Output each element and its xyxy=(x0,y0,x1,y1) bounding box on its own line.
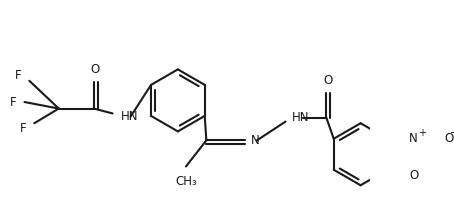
Text: O: O xyxy=(91,63,100,76)
Text: O: O xyxy=(323,73,333,87)
Text: CH₃: CH₃ xyxy=(175,175,197,188)
Text: HN: HN xyxy=(292,111,310,124)
Text: F: F xyxy=(20,122,26,135)
Text: O: O xyxy=(409,169,418,182)
Text: −: − xyxy=(450,128,454,138)
Text: N: N xyxy=(409,132,418,145)
Text: N: N xyxy=(251,134,260,147)
Text: +: + xyxy=(419,128,426,138)
Text: F: F xyxy=(15,69,21,82)
Text: HN: HN xyxy=(121,110,138,123)
Text: F: F xyxy=(10,95,16,109)
Text: O: O xyxy=(444,132,454,145)
